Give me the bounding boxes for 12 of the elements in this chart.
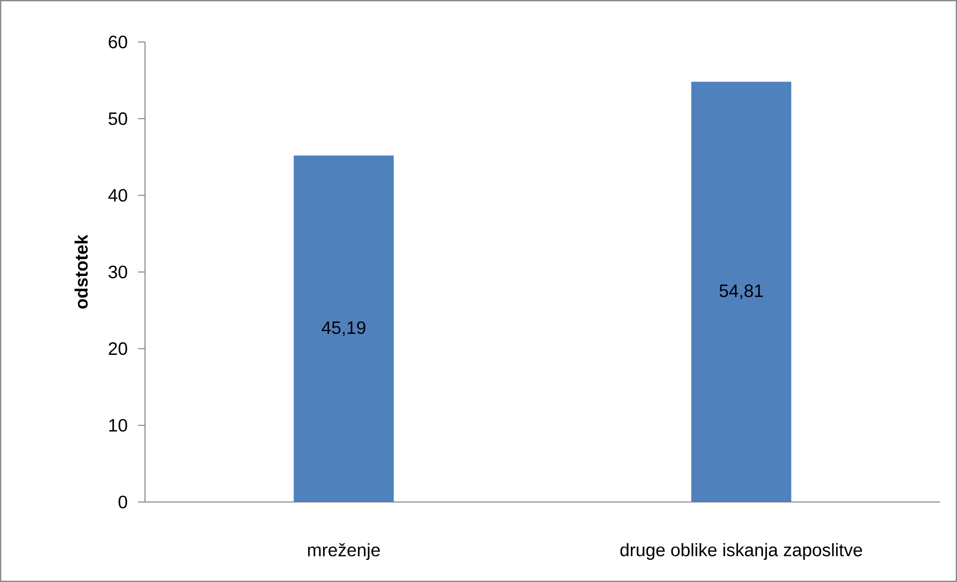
x-tick-label: druge oblike iskanja zaposlitve [620,543,862,560]
y-tick-label: 0 [118,496,128,508]
data-label: 45,19 [322,321,366,336]
y-tick-label: 30 [108,266,128,278]
y-tick-label: 50 [108,112,128,125]
y-tick-label: 20 [108,342,128,355]
x-tick-label: mreženje [308,543,380,560]
data-label: 54,81 [720,284,763,300]
y-axis-title: odstotek [74,234,88,309]
y-tick-label: 60 [108,36,128,48]
y-tick-label: 40 [108,188,128,202]
y-tick-label: 10 [109,418,128,432]
